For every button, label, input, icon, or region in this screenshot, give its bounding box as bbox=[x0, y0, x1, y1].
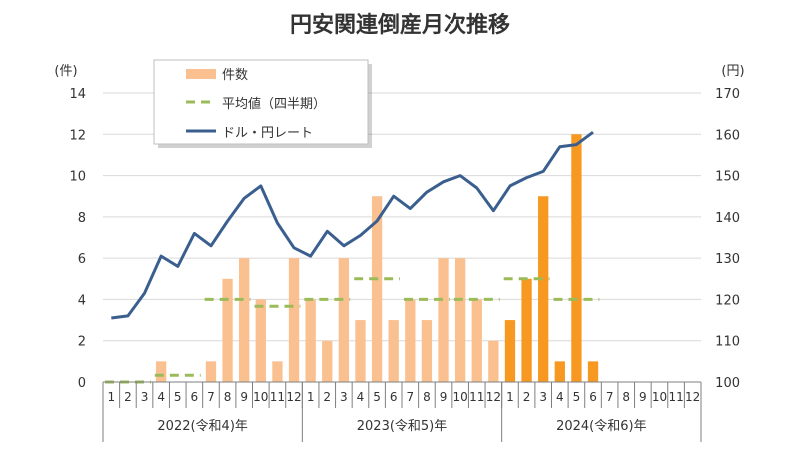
bars-series bbox=[155, 134, 599, 382]
right-y-tick-label: 160 bbox=[715, 128, 740, 143]
x-tick-label: 5 bbox=[573, 390, 581, 404]
x-tick-label: 2 bbox=[523, 390, 531, 404]
left-axis-label: (件) bbox=[54, 64, 77, 79]
x-tick-label: 9 bbox=[639, 390, 647, 404]
x-tick-label: 8 bbox=[423, 390, 431, 404]
bar bbox=[405, 299, 416, 382]
bar bbox=[205, 361, 217, 382]
left-y-tick-label: 14 bbox=[69, 87, 86, 102]
left-y-tick-label: 10 bbox=[69, 170, 86, 185]
bar bbox=[454, 258, 466, 382]
x-tick-label: 10 bbox=[652, 390, 667, 404]
x-tick-label: 4 bbox=[357, 390, 365, 404]
right-y-tick-label: 110 bbox=[715, 335, 740, 350]
bar bbox=[388, 320, 399, 382]
x-tick-label: 12 bbox=[486, 390, 501, 404]
bar bbox=[255, 299, 266, 382]
x-tick-label: 3 bbox=[141, 390, 149, 404]
x-tick-label: 11 bbox=[270, 390, 285, 404]
legend-label: ドル・円レート bbox=[222, 126, 313, 141]
bar bbox=[239, 258, 250, 382]
exchange-rate-line bbox=[111, 130, 594, 320]
x-axis: 1 2 3 4 5 6 7 8 9 10 11 12 1 2 3 4 5 6 7 8 9 10 11 12 1 2 3 4 5 6 7 8 9 1… bbox=[102, 381, 702, 442]
right-y-tick-label: 140 bbox=[715, 211, 740, 226]
x-tick-label: 2 bbox=[124, 390, 132, 404]
x-tick-label: 6 bbox=[390, 390, 398, 404]
bar bbox=[538, 196, 549, 382]
bar bbox=[554, 361, 565, 382]
bar bbox=[355, 320, 366, 382]
bar bbox=[471, 299, 482, 382]
x-tick-label: 3 bbox=[340, 390, 348, 404]
exchange-rate-series bbox=[111, 130, 594, 320]
bar bbox=[222, 278, 233, 382]
x-tick-label: 1 bbox=[107, 390, 115, 404]
x-tick-label: 6 bbox=[589, 390, 597, 404]
x-tick-label: 9 bbox=[240, 390, 248, 404]
right-y-tick-label: 120 bbox=[715, 293, 740, 308]
x-tick-label: 5 bbox=[174, 390, 182, 404]
bar bbox=[288, 258, 300, 382]
x-tick-label: 1 bbox=[307, 390, 315, 404]
x-tick-label: 11 bbox=[469, 390, 484, 404]
right-y-tick-label: 100 bbox=[715, 376, 740, 391]
bar bbox=[488, 340, 499, 382]
x-tick-label: 10 bbox=[253, 390, 268, 404]
left-y-tick-label: 12 bbox=[69, 128, 86, 143]
right-y-axis: 100 110 120 130 140 150 160 170 bbox=[715, 87, 740, 391]
x-tick-label: 3 bbox=[539, 390, 547, 404]
left-y-tick-label: 4 bbox=[78, 293, 86, 308]
bar bbox=[421, 320, 433, 382]
left-y-tick-label: 0 bbox=[78, 376, 86, 391]
legend-label: 件数 bbox=[222, 68, 248, 83]
right-axis-label: (円) bbox=[721, 64, 744, 79]
year-label: 2022(令和4)年 bbox=[157, 419, 248, 434]
bar bbox=[504, 320, 516, 382]
bar bbox=[438, 258, 449, 382]
x-tick-label: 10 bbox=[452, 390, 467, 404]
bar bbox=[338, 258, 350, 382]
x-tick-label: 2 bbox=[323, 390, 331, 404]
bar bbox=[571, 134, 582, 382]
x-tick-label: 8 bbox=[224, 390, 232, 404]
x-tick-label: 12 bbox=[685, 390, 700, 404]
year-label: 2024(令和6)年 bbox=[556, 419, 647, 434]
legend-swatch-bars bbox=[186, 69, 216, 79]
chart-title: 円安関連倒産月次推移 bbox=[290, 12, 510, 38]
x-tick-label: 4 bbox=[157, 390, 165, 404]
bar bbox=[521, 278, 532, 382]
x-tick-label: 1 bbox=[506, 390, 514, 404]
left-y-tick-label: 2 bbox=[78, 335, 86, 350]
quarterly-average-series bbox=[105, 277, 600, 384]
left-y-axis: 0 2 4 6 8 10 12 14 bbox=[69, 87, 86, 391]
right-y-tick-label: 130 bbox=[715, 252, 740, 267]
x-tick-label: 7 bbox=[406, 390, 414, 404]
left-y-tick-label: 8 bbox=[78, 211, 86, 226]
x-tick-label: 4 bbox=[556, 390, 564, 404]
x-tick-label: 7 bbox=[606, 390, 614, 404]
left-y-tick-label: 6 bbox=[78, 252, 86, 267]
bar bbox=[322, 340, 333, 382]
x-tick-label: 6 bbox=[191, 390, 199, 404]
x-tick-label: 11 bbox=[668, 390, 683, 404]
year-label: 2023(令和5)年 bbox=[357, 419, 448, 434]
right-y-tick-label: 150 bbox=[715, 170, 740, 185]
bar bbox=[305, 299, 316, 382]
right-y-tick-label: 170 bbox=[715, 87, 740, 102]
legend-label: 平均値（四半期） bbox=[222, 96, 326, 112]
bar bbox=[155, 361, 167, 382]
bar bbox=[371, 196, 383, 382]
bar bbox=[587, 361, 599, 382]
x-tick-label: 7 bbox=[207, 390, 215, 404]
x-tick-label: 9 bbox=[440, 390, 448, 404]
x-tick-label: 5 bbox=[373, 390, 381, 404]
x-tick-label: 8 bbox=[622, 390, 630, 404]
x-tick-label: 12 bbox=[286, 390, 301, 404]
bar bbox=[272, 361, 283, 382]
